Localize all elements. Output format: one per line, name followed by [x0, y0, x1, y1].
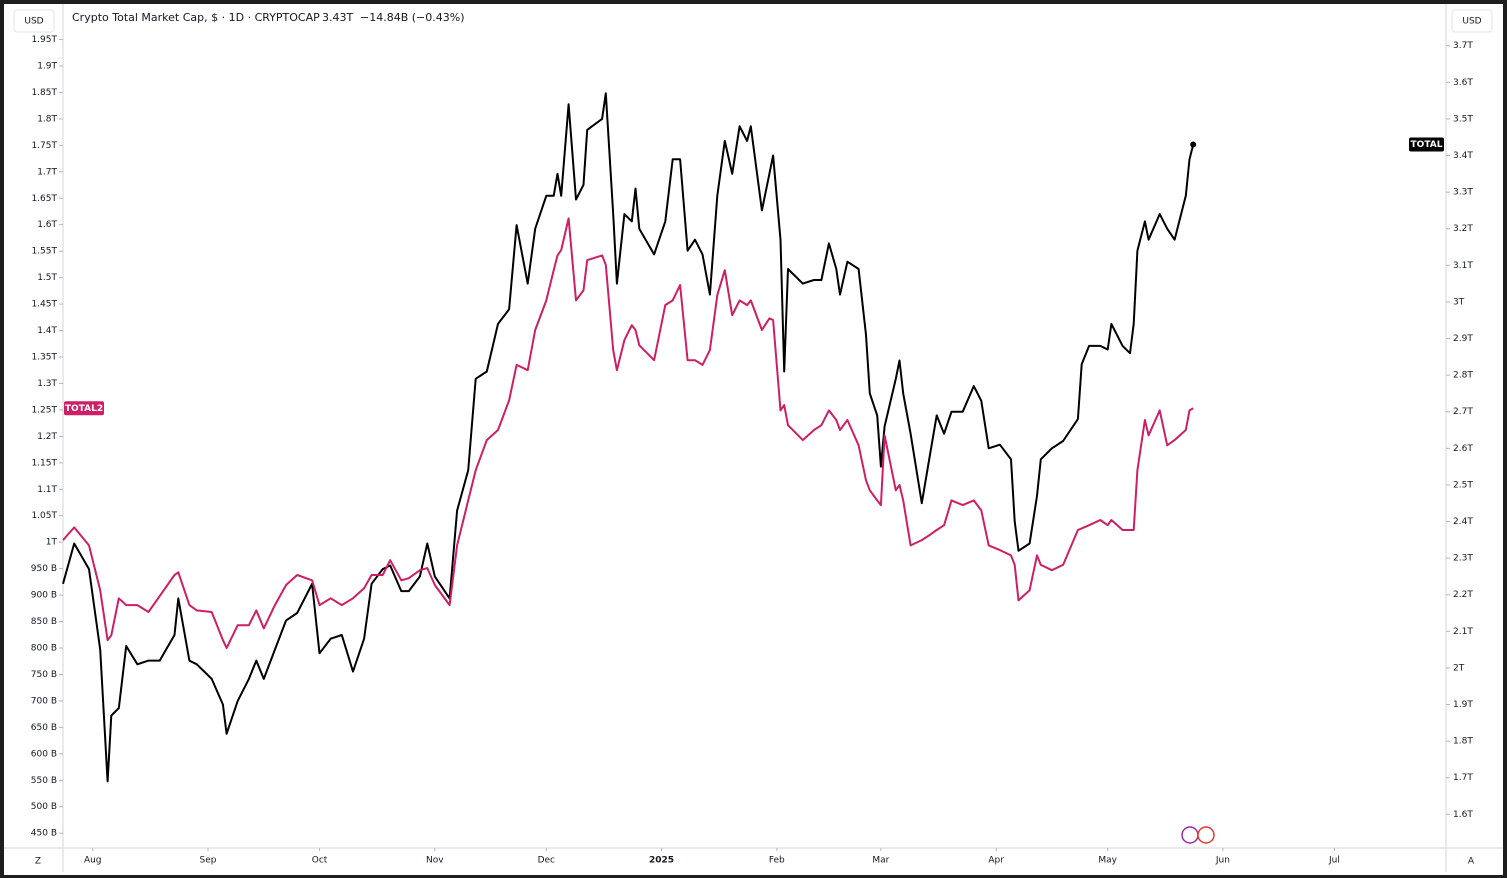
y-tick-label: 900 B [31, 591, 57, 601]
y2-tick-label: 3.2T [1453, 224, 1473, 234]
y-tick-label: 1.6T [37, 220, 57, 230]
y-tick-label: 750 B [31, 670, 57, 680]
y2-tick-label: 2.2T [1453, 590, 1473, 600]
y-tick-label: 600 B [31, 749, 57, 759]
event-icon[interactable] [1197, 826, 1215, 844]
series-label-box [64, 401, 104, 416]
panel [4, 4, 1503, 875]
y-tick-label: 550 B [31, 776, 57, 786]
y2-tick-label: 1.9T [1453, 700, 1473, 710]
y2-tick-label: 2.9T [1453, 334, 1473, 344]
y-tick-label: 850 B [31, 617, 57, 627]
series-label-box [1409, 137, 1444, 152]
x-tick-label: 2025 [649, 856, 674, 866]
y2-tick-label: 3.3T [1453, 188, 1473, 198]
currency-label[interactable]: USD [1462, 17, 1481, 27]
y2-tick-label: 2.4T [1453, 517, 1473, 527]
y-tick-label: 1.65T [31, 194, 57, 204]
y-tick-label: 1T [46, 538, 58, 548]
y-tick-label: 1.9T [37, 61, 57, 71]
y-tick-label: 1.75T [31, 141, 57, 151]
y2-tick-label: 2.8T [1453, 371, 1473, 381]
x-tick-label: Dec [538, 856, 555, 866]
currency-button[interactable] [1451, 9, 1493, 33]
price-change: −14.84B (−0.43%) [360, 11, 465, 24]
x-tick-label: Sep [200, 856, 217, 866]
y2-tick-label: 2T [1453, 663, 1465, 673]
x-tick-label: Apr [988, 856, 1004, 866]
y-tick-label: 1.1T [37, 485, 57, 495]
y-tick-label: 1.55T [31, 247, 57, 257]
y2-tick-label: 2.6T [1453, 444, 1473, 454]
y-tick-label: 1.2T [37, 432, 57, 442]
x-tick-label: Jul [1328, 856, 1340, 866]
y2-tick-label: 3.6T [1453, 78, 1473, 88]
y-tick-label: 450 B [31, 829, 57, 839]
x-tick-label: Nov [426, 856, 444, 866]
y2-tick-label: 1.7T [1453, 773, 1473, 783]
last-point [1190, 141, 1197, 148]
y2-tick-label: 3.1T [1453, 261, 1473, 271]
y2-tick-label: 3.7T [1453, 41, 1473, 51]
x-tick-label: Mar [872, 856, 889, 866]
y-tick-label: 1.15T [31, 458, 57, 468]
y-tick-label: 1.8T [37, 114, 57, 124]
y-tick-label: 1.45T [31, 300, 57, 310]
x-tick-label: Oct [312, 856, 328, 866]
series-line [62, 217, 1194, 649]
x-tick-label: May [1098, 856, 1117, 866]
y2-tick-label: 3T [1453, 297, 1465, 307]
auto-button[interactable]: A [1468, 857, 1475, 867]
y-tick-label: 1.4T [37, 326, 57, 336]
y-tick-label: 1.7T [37, 167, 57, 177]
zoom-button[interactable]: Z [35, 857, 41, 867]
currency-label[interactable]: USD [24, 17, 43, 27]
y-tick-label: 650 B [31, 723, 57, 733]
y2-tick-label: 2.7T [1453, 407, 1473, 417]
y-tick-label: 1.95T [31, 35, 57, 45]
y2-tick-label: 2.3T [1453, 554, 1473, 564]
x-tick-label: Feb [769, 856, 785, 866]
y-tick-label: 1.3T [37, 379, 57, 389]
y2-tick-label: 1.6T [1453, 810, 1473, 820]
y-tick-label: 1.5T [37, 273, 57, 283]
chart-title: Crypto Total Market Cap, $ · 1D · CRYPTO… [72, 11, 320, 24]
series-label: TOTAL [1411, 140, 1443, 150]
y-tick-label: 800 B [31, 643, 57, 653]
series-label: TOTAL2 [65, 404, 103, 414]
y-tick-label: 1.25T [31, 405, 57, 415]
y2-tick-label: 2.5T [1453, 480, 1473, 490]
event-icon[interactable] [1181, 826, 1199, 844]
series-line [62, 92, 1195, 783]
y-tick-label: 1.05T [31, 511, 57, 521]
x-tick-label: Jun [1215, 856, 1230, 866]
y2-tick-label: 3.4T [1453, 151, 1473, 161]
price: 3.43T [322, 11, 353, 24]
y-tick-label: 950 B [31, 564, 57, 574]
x-tick-label: Aug [84, 856, 102, 866]
y2-tick-label: 3.5T [1453, 114, 1473, 124]
y2-tick-label: 1.8T [1453, 737, 1473, 747]
y-tick-label: 1.35T [31, 352, 57, 362]
y2-tick-label: 2.1T [1453, 627, 1473, 637]
currency-button[interactable] [13, 9, 55, 33]
y-tick-label: 500 B [31, 802, 57, 812]
y-tick-label: 1.85T [31, 88, 57, 98]
y-tick-label: 700 B [31, 696, 57, 706]
